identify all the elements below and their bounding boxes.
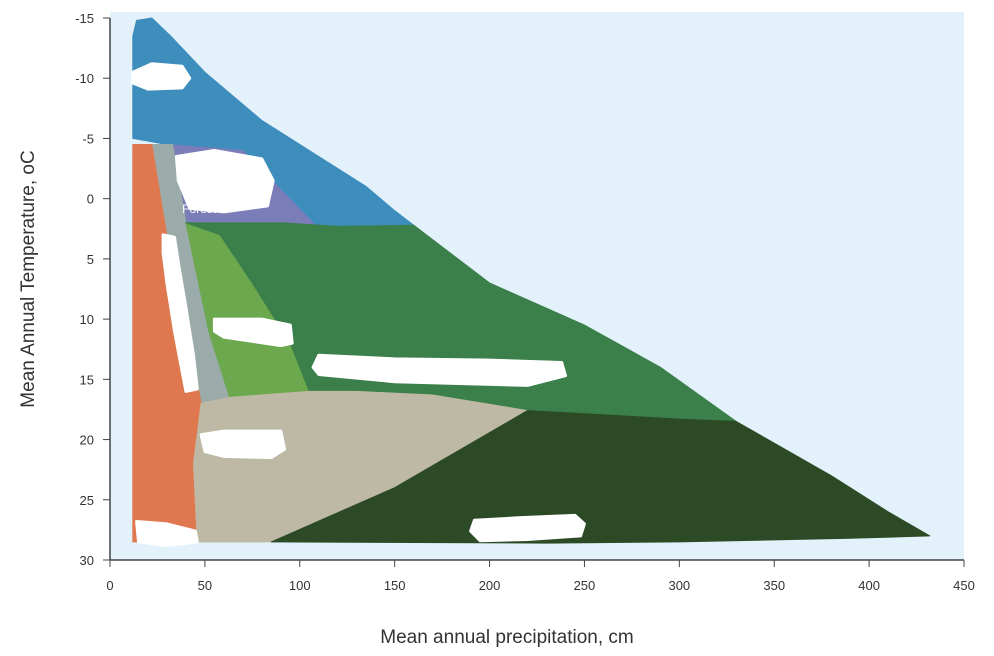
x-tick-label: 150 xyxy=(384,578,406,593)
x-tick-label: 250 xyxy=(574,578,596,593)
x-tick-label: 200 xyxy=(479,578,501,593)
y-tick-label: 25 xyxy=(80,493,94,508)
label-masks xyxy=(131,62,586,547)
y-tick-label: 10 xyxy=(80,312,94,327)
x-tick-label: 300 xyxy=(668,578,690,593)
x-axis-ticks: 0 50 100 150 200 250 300 350 400 450 xyxy=(106,560,975,593)
label-mask-1 xyxy=(131,62,192,91)
label-mask-2 xyxy=(174,149,275,214)
x-tick-label: 350 xyxy=(763,578,785,593)
label-mask-3 xyxy=(161,233,199,393)
x-tick-label: 400 xyxy=(858,578,880,593)
y-tick-label: 0 xyxy=(87,192,94,207)
biome-label-fragment: Forest xyxy=(182,202,217,216)
x-axis-title: Mean annual precipitation, cm xyxy=(380,627,633,648)
x-tick-label: 100 xyxy=(289,578,311,593)
biome-region-8 xyxy=(270,410,931,544)
y-tick-label: 5 xyxy=(87,252,94,267)
y-tick-label: -5 xyxy=(82,131,94,146)
y-tick-label: 20 xyxy=(80,433,94,448)
y-axis-title-unit: oC xyxy=(18,150,39,174)
label-mask-5 xyxy=(311,353,567,387)
x-tick-label: 450 xyxy=(953,578,975,593)
x-tick-label: 0 xyxy=(106,578,113,593)
y-axis-ticks: -15 -10 -5 0 5 10 15 20 25 30 xyxy=(75,11,110,568)
label-mask-4 xyxy=(212,317,294,348)
y-axis-title-main: Mean Annual Temperature, xyxy=(18,175,39,408)
y-tick-label: 30 xyxy=(80,553,94,568)
label-mask-8 xyxy=(469,513,586,543)
x-tick-label: 50 xyxy=(198,578,212,593)
y-tick-label: -10 xyxy=(75,71,94,86)
y-axis-title: Mean Annual Temperature, oC xyxy=(18,150,39,407)
label-mask-6 xyxy=(199,429,287,460)
label-mask-7 xyxy=(135,520,199,547)
y-tick-label: -15 xyxy=(75,11,94,26)
y-tick-label: 15 xyxy=(80,372,94,387)
